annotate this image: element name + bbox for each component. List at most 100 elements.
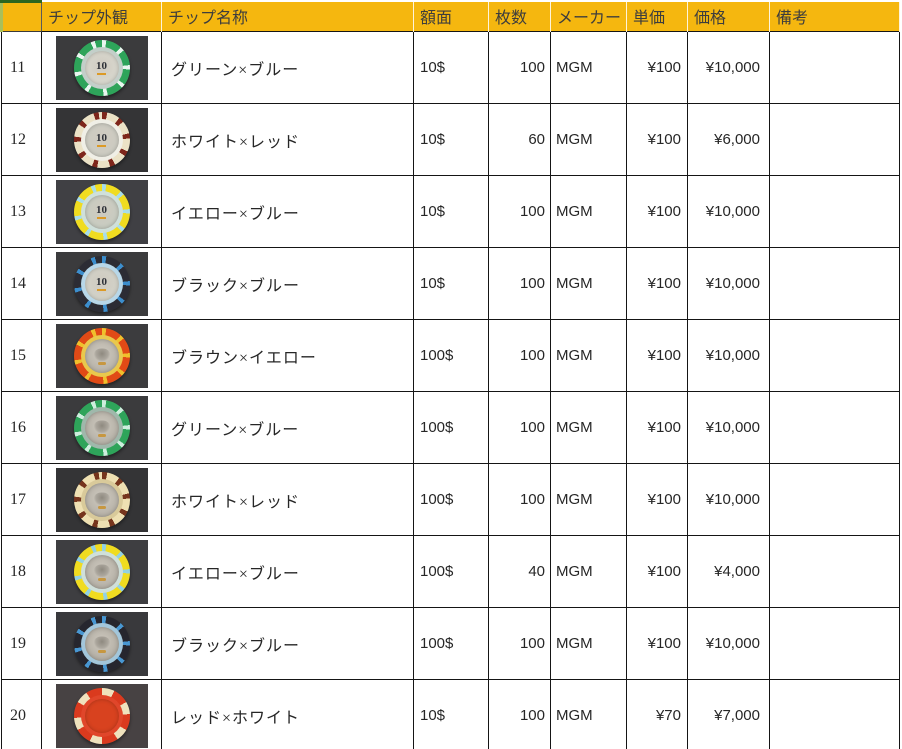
unit-price-cell[interactable]: ¥100 [626,175,688,248]
header-chip-appearance[interactable]: チップ外観 [41,1,162,32]
count-cell[interactable]: 100 [488,607,551,680]
face-value-cell[interactable]: 100$ [413,391,489,464]
row-number-cell[interactable]: 13 [1,175,42,248]
unit-price-cell[interactable]: ¥100 [626,535,688,608]
maker-cell[interactable]: MGM [550,535,627,608]
maker-cell[interactable]: MGM [550,175,627,248]
face-value-cell[interactable]: 10$ [413,103,489,176]
header-count[interactable]: 枚数 [488,1,551,32]
header-maker[interactable]: メーカー [550,1,627,32]
maker-cell[interactable]: MGM [550,607,627,680]
note-cell[interactable] [769,391,900,464]
chip-photo-cell[interactable]: 10 [41,175,162,248]
price-cell[interactable]: ¥10,000 [687,319,770,392]
unit-price-cell[interactable]: ¥100 [626,31,688,104]
face-value-cell[interactable]: 100$ [413,535,489,608]
unit-price-cell[interactable]: ¥70 [626,679,688,749]
price-cell[interactable]: ¥6,000 [687,103,770,176]
note-cell[interactable] [769,607,900,680]
unit-price-cell[interactable]: ¥100 [626,247,688,320]
count-cell[interactable]: 40 [488,535,551,608]
note-cell[interactable] [769,463,900,536]
note-cell[interactable] [769,535,900,608]
maker-cell[interactable]: MGM [550,247,627,320]
note-cell[interactable] [769,103,900,176]
count-cell[interactable]: 100 [488,319,551,392]
chip-photo-cell[interactable]: 10 [41,247,162,320]
chip-photo [55,467,148,532]
price-cell[interactable]: ¥4,000 [687,535,770,608]
chip-photo-cell[interactable] [41,391,162,464]
chip-name-cell[interactable]: イエロー×ブルー [161,175,414,248]
face-value-cell[interactable]: 100$ [413,607,489,680]
count-cell[interactable]: 100 [488,391,551,464]
count-cell[interactable]: 100 [488,463,551,536]
price-cell[interactable]: ¥10,000 [687,31,770,104]
row-number-cell[interactable]: 16 [1,391,42,464]
chip-photo-cell[interactable]: 10 [41,103,162,176]
maker-cell[interactable]: MGM [550,679,627,749]
header-unit-price[interactable]: 単価 [626,1,688,32]
row-number-cell[interactable]: 11 [1,31,42,104]
face-value-cell[interactable]: 100$ [413,463,489,536]
chip-photo-cell[interactable]: 10 [41,31,162,104]
chip-photo-cell[interactable] [41,463,162,536]
face-value-cell[interactable]: 10$ [413,31,489,104]
chip-name-cell[interactable]: グリーン×ブルー [161,31,414,104]
count-cell[interactable]: 60 [488,103,551,176]
header-price[interactable]: 価格 [687,1,770,32]
price-cell[interactable]: ¥10,000 [687,391,770,464]
note-cell[interactable] [769,319,900,392]
price-cell[interactable]: ¥7,000 [687,679,770,749]
count-cell[interactable]: 100 [488,31,551,104]
chip-name-cell[interactable]: ホワイト×レッド [161,463,414,536]
unit-price-cell[interactable]: ¥100 [626,319,688,392]
chip-name-cell[interactable]: ブラック×ブルー [161,247,414,320]
row-number-cell[interactable]: 12 [1,103,42,176]
price-cell[interactable]: ¥10,000 [687,247,770,320]
unit-price-cell[interactable]: ¥100 [626,463,688,536]
maker-cell[interactable]: MGM [550,31,627,104]
chip-photo-cell[interactable] [41,319,162,392]
row-number-cell[interactable]: 19 [1,607,42,680]
face-value-cell[interactable]: 10$ [413,247,489,320]
note-cell[interactable] [769,247,900,320]
face-value-cell[interactable]: 10$ [413,679,489,749]
unit-price-cell[interactable]: ¥100 [626,103,688,176]
maker-cell[interactable]: MGM [550,391,627,464]
chip-photo-cell[interactable] [41,535,162,608]
header-note[interactable]: 備考 [769,1,900,32]
corner-header-cell[interactable] [0,0,42,32]
note-cell[interactable] [769,679,900,749]
face-value-cell[interactable]: 10$ [413,175,489,248]
chip-name-cell[interactable]: イエロー×ブルー [161,535,414,608]
row-number-cell[interactable]: 14 [1,247,42,320]
row-number-cell[interactable]: 18 [1,535,42,608]
price-cell[interactable]: ¥10,000 [687,463,770,536]
count-cell[interactable]: 100 [488,679,551,749]
maker-cell[interactable]: MGM [550,319,627,392]
chip-name-cell[interactable]: ホワイト×レッド [161,103,414,176]
unit-price-cell[interactable]: ¥100 [626,391,688,464]
chip-name-cell[interactable]: ブラウン×イエロー [161,319,414,392]
row-number-cell[interactable]: 20 [1,679,42,749]
chip-name-cell[interactable]: ブラック×ブルー [161,607,414,680]
chip-photo-cell[interactable] [41,679,162,749]
price-cell[interactable]: ¥10,000 [687,175,770,248]
header-chip-name[interactable]: チップ名称 [161,1,414,32]
note-cell[interactable] [769,31,900,104]
unit-price-cell[interactable]: ¥100 [626,607,688,680]
chip-name-cell[interactable]: レッド×ホワイト [161,679,414,749]
maker-cell[interactable]: MGM [550,103,627,176]
chip-photo-cell[interactable] [41,607,162,680]
price-cell[interactable]: ¥10,000 [687,607,770,680]
chip-name-cell[interactable]: グリーン×ブルー [161,391,414,464]
note-cell[interactable] [769,175,900,248]
face-value-cell[interactable]: 100$ [413,319,489,392]
header-face-value[interactable]: 額面 [413,1,489,32]
row-number-cell[interactable]: 17 [1,463,42,536]
count-cell[interactable]: 100 [488,175,551,248]
row-number-cell[interactable]: 15 [1,319,42,392]
maker-cell[interactable]: MGM [550,463,627,536]
count-cell[interactable]: 100 [488,247,551,320]
